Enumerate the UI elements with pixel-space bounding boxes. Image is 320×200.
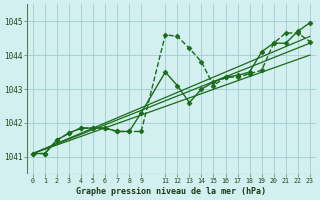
X-axis label: Graphe pression niveau de la mer (hPa): Graphe pression niveau de la mer (hPa) [76, 187, 266, 196]
